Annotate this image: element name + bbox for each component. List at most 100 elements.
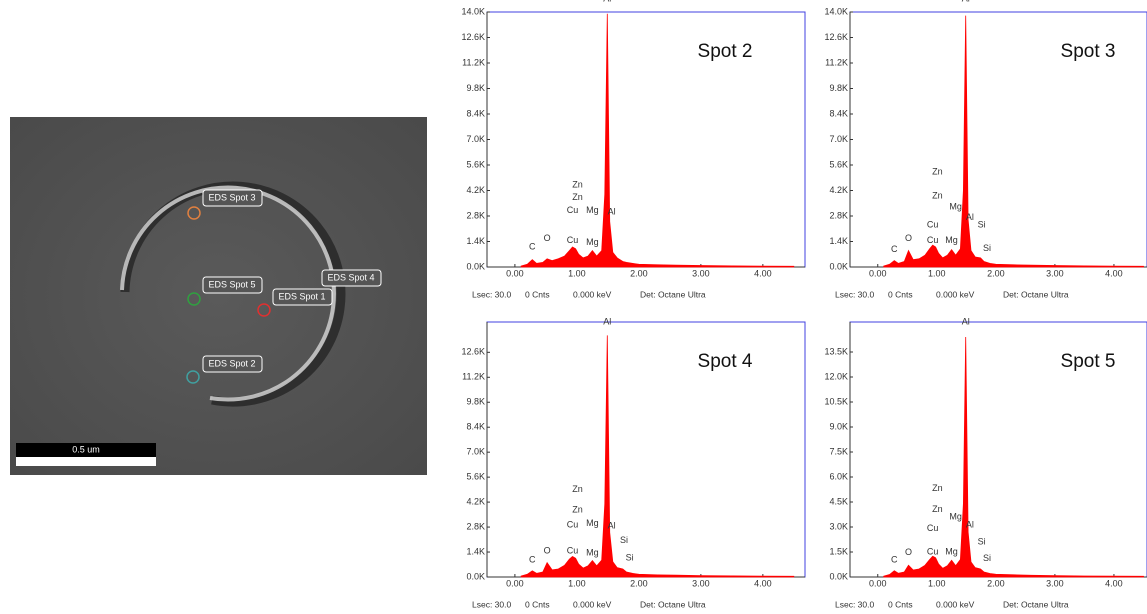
y-tick-label: 1.4K	[466, 236, 485, 246]
y-tick-label: 2.8K	[829, 210, 848, 220]
scale-bar-bg	[16, 443, 156, 457]
y-tick-label: 12.6K	[461, 347, 485, 357]
x-tick-label: 0.00	[506, 578, 524, 588]
peak-label: Cu	[567, 235, 579, 245]
footer-text: 0.000 keV	[573, 289, 612, 299]
y-tick-label: 12.0K	[824, 371, 848, 381]
spot-label: EDS Spot 2	[208, 358, 255, 368]
plot-frame	[849, 321, 1147, 578]
peak-label: Si	[620, 535, 628, 545]
peak-label: Mg	[945, 546, 958, 556]
y-tick-label: 7.0K	[466, 447, 485, 457]
peak-label: C	[891, 555, 898, 565]
y-tick-label: 11.2K	[825, 57, 848, 67]
peak-label: Cu	[927, 546, 939, 556]
footer-text: 0 Cnts	[888, 599, 913, 609]
y-tick-label: 5.6K	[466, 159, 485, 169]
y-tick-label: 0.0K	[829, 261, 848, 271]
footer-text: 0.000 keV	[936, 599, 975, 609]
x-tick-label: 3.00	[692, 268, 710, 278]
peak-label: Mg	[586, 205, 599, 215]
y-tick-label: 8.4K	[466, 422, 485, 432]
spot-label: EDS Spot 1	[278, 291, 325, 301]
peak-label: C	[529, 554, 536, 564]
y-tick-label: 9.8K	[466, 397, 485, 407]
chart-title: Spot 3	[1061, 41, 1116, 62]
peak-label: Al	[962, 316, 970, 326]
x-tick-label: 1.00	[568, 578, 586, 588]
y-tick-label: 4.2K	[466, 185, 485, 195]
y-tick-label: 11.2K	[462, 57, 485, 67]
footer-text: Lsec: 30.0	[835, 599, 874, 609]
y-tick-label: 0.0K	[466, 571, 485, 581]
x-tick-label: 2.00	[987, 268, 1005, 278]
peak-label: Mg	[949, 511, 962, 521]
spectrum	[520, 13, 795, 268]
x-tick-label: 4.00	[1105, 578, 1123, 588]
y-tick-label: 9.8K	[466, 83, 485, 93]
y-tick-label: 1.5K	[829, 546, 848, 556]
peak-label: Si	[978, 219, 986, 229]
y-tick-label: 8.4K	[829, 108, 848, 118]
y-tick-label: 7.0K	[829, 134, 848, 144]
spot-marker	[257, 303, 271, 317]
y-tick-label: 13.5K	[824, 346, 848, 356]
y-tick-label: 0.0K	[466, 261, 485, 271]
peak-label: O	[905, 233, 912, 243]
y-tick-label: 14.0K	[824, 6, 848, 16]
footer-text: Det: Octane Ultra	[1003, 599, 1069, 609]
footer-text: 0.000 keV	[936, 289, 975, 299]
peak-label: Zn	[932, 167, 943, 177]
x-tick-label: 4.00	[754, 578, 772, 588]
peak-label: Al	[608, 521, 616, 531]
y-tick-label: 7.0K	[466, 134, 485, 144]
y-tick-label: 8.4K	[466, 108, 485, 118]
x-tick-label: 2.00	[630, 268, 648, 278]
x-tick-label: 0.00	[506, 268, 524, 278]
plot-frame	[486, 11, 806, 268]
spectrum-chart: 0.0K 1.5K 3.0K 4.5K 6.0K 7.5K 9.0K 10.5K 12.0K 13…	[824, 316, 1147, 609]
peak-label: Cu	[567, 520, 579, 530]
spot-marker	[187, 206, 201, 220]
y-tick-label: 4.5K	[829, 496, 848, 506]
spectrum	[883, 15, 1144, 268]
peak-label: Si	[626, 553, 634, 563]
y-tick-label: 2.8K	[466, 521, 485, 531]
peak-label: Zn	[932, 190, 943, 200]
footer-text: 0.000 keV	[573, 599, 612, 609]
spectrum-chart: 0.0K 1.4K 2.8K 4.2K 5.6K 7.0K 8.4K 9.8K 11.2K 12.…	[461, 316, 806, 609]
y-tick-label: 9.8K	[829, 83, 848, 93]
footer-text: Lsec: 30.0	[472, 289, 511, 299]
x-tick-label: 0.00	[869, 578, 887, 588]
ring	[120, 185, 336, 402]
chart-title: Spot 2	[698, 41, 753, 62]
y-tick-label: 12.6K	[461, 32, 485, 42]
peak-label: Zn	[572, 505, 583, 515]
y-tick-label: 7.5K	[829, 446, 848, 456]
y-tick-label: 12.6K	[824, 32, 848, 42]
spot-label: EDS Spot 3	[208, 192, 255, 202]
scale-label: 0.5 um	[72, 444, 100, 454]
x-tick-label: 4.00	[754, 268, 772, 278]
peak-label: Cu	[927, 235, 939, 245]
x-tick-label: 2.00	[987, 578, 1005, 588]
sem-background	[10, 117, 427, 475]
peak-label: Al	[608, 207, 616, 217]
peak-label: Si	[978, 536, 986, 546]
y-tick-label: 1.4K	[829, 236, 848, 246]
footer-text: 0 Cnts	[888, 289, 913, 299]
peak-label: Zn	[572, 179, 583, 189]
spot-label: EDS Spot 4	[327, 272, 374, 282]
peak-label: Mg	[586, 237, 599, 247]
y-tick-label: 2.8K	[466, 210, 485, 220]
peak-label: Al	[966, 520, 974, 530]
y-tick-label: 14.0K	[461, 6, 485, 16]
x-tick-label: 3.00	[1046, 578, 1064, 588]
peak-label: Cu	[567, 546, 579, 556]
peak-label: Mg	[586, 518, 599, 528]
footer-text: 0 Cnts	[525, 599, 550, 609]
peak-label: Zn	[572, 192, 583, 202]
peak-label: Mg	[949, 201, 962, 211]
y-tick-label: 5.6K	[829, 159, 848, 169]
peak-label: Al	[966, 212, 974, 222]
